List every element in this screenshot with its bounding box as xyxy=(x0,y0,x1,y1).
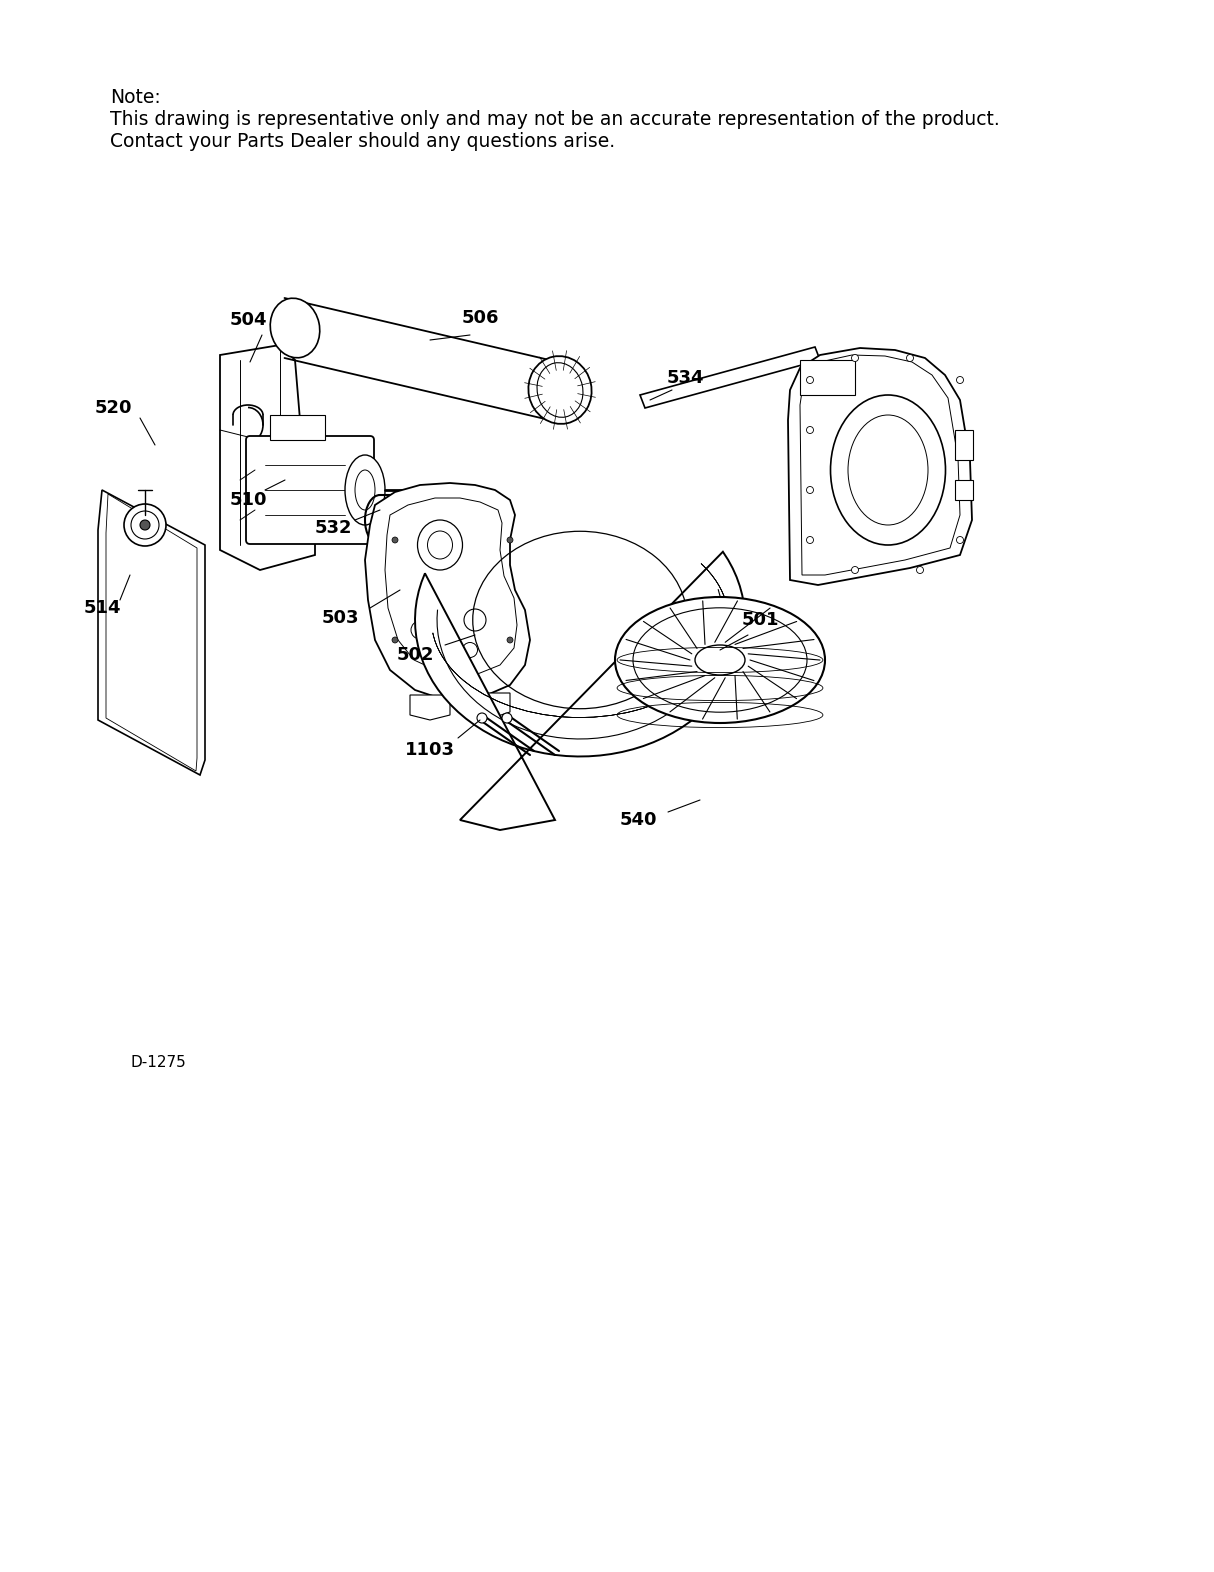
Text: 506: 506 xyxy=(461,310,499,327)
Ellipse shape xyxy=(140,520,151,530)
Text: 510: 510 xyxy=(229,490,267,509)
Text: 502: 502 xyxy=(396,646,433,663)
Ellipse shape xyxy=(957,536,964,544)
Ellipse shape xyxy=(851,355,858,362)
Polygon shape xyxy=(220,344,314,571)
Ellipse shape xyxy=(917,566,924,574)
Text: 514: 514 xyxy=(84,599,120,616)
Text: 540: 540 xyxy=(619,811,657,828)
Ellipse shape xyxy=(806,377,813,384)
Polygon shape xyxy=(410,695,450,720)
Text: D-1275: D-1275 xyxy=(130,1055,186,1071)
Ellipse shape xyxy=(907,355,913,362)
Polygon shape xyxy=(365,483,531,700)
Bar xyxy=(955,479,972,500)
FancyBboxPatch shape xyxy=(246,435,374,544)
Ellipse shape xyxy=(131,511,159,539)
Ellipse shape xyxy=(507,538,514,542)
Ellipse shape xyxy=(507,637,514,643)
Ellipse shape xyxy=(412,621,429,638)
Text: 501: 501 xyxy=(742,612,778,629)
Polygon shape xyxy=(640,347,819,409)
Ellipse shape xyxy=(259,461,276,498)
Ellipse shape xyxy=(392,538,398,542)
Bar xyxy=(270,415,325,440)
Ellipse shape xyxy=(271,299,319,358)
Ellipse shape xyxy=(806,426,813,434)
Text: This drawing is representative only and may not be an accurate representation of: This drawing is representative only and … xyxy=(110,110,1000,129)
Text: 504: 504 xyxy=(229,311,267,329)
Text: Note:: Note: xyxy=(110,88,160,107)
Ellipse shape xyxy=(503,714,512,723)
Text: 534: 534 xyxy=(666,369,704,387)
Polygon shape xyxy=(475,693,510,717)
Ellipse shape xyxy=(354,470,375,509)
Ellipse shape xyxy=(464,608,486,630)
Ellipse shape xyxy=(615,597,826,723)
Polygon shape xyxy=(415,552,745,830)
Ellipse shape xyxy=(418,520,463,571)
Text: 532: 532 xyxy=(314,519,352,538)
Ellipse shape xyxy=(851,566,858,574)
Ellipse shape xyxy=(957,377,964,384)
Bar xyxy=(955,431,972,461)
Ellipse shape xyxy=(694,645,745,674)
Ellipse shape xyxy=(124,505,166,545)
Ellipse shape xyxy=(528,357,591,424)
Ellipse shape xyxy=(345,454,385,525)
Polygon shape xyxy=(788,347,972,585)
Polygon shape xyxy=(284,299,550,420)
Text: Contact your Parts Dealer should any questions arise.: Contact your Parts Dealer should any que… xyxy=(110,132,615,151)
Ellipse shape xyxy=(830,395,946,545)
Ellipse shape xyxy=(806,486,813,494)
Text: 520: 520 xyxy=(95,399,132,417)
Text: 503: 503 xyxy=(322,608,359,627)
Ellipse shape xyxy=(477,714,487,723)
Text: 1103: 1103 xyxy=(405,740,455,759)
Ellipse shape xyxy=(392,637,398,643)
Bar xyxy=(800,360,855,395)
Ellipse shape xyxy=(806,536,813,544)
